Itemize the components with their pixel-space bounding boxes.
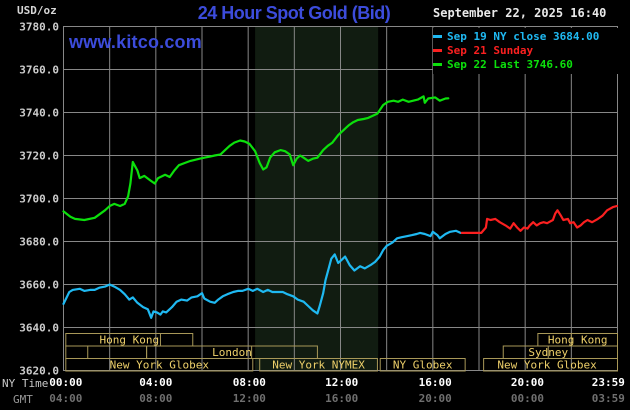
series-line-sep19: [62, 229, 462, 319]
legend-label-sep22: Sep 22 Last 3746.60: [447, 58, 573, 71]
y-tick-label: 3660.0: [19, 279, 59, 292]
legend-swatch-sep21: [433, 49, 442, 52]
y-tick-label: 3760.0: [19, 64, 59, 77]
x-tick-gmt-label: 00:00: [510, 392, 545, 405]
x-tick-gmt-label: 04:00: [49, 392, 83, 405]
series-line-sep21: [460, 204, 619, 234]
x-tick-ny-label: 00:00: [49, 376, 83, 389]
series-line-sep22: [62, 95, 450, 222]
units-label: USD/oz: [17, 4, 57, 17]
x-tick-ny-label: 16:00: [418, 376, 452, 389]
session-label: NY Globex: [393, 359, 453, 372]
session-label: New York Globex: [497, 359, 597, 372]
session-box: [379, 358, 466, 372]
gmt-axis-label: GMT: [13, 393, 33, 406]
x-tick-gmt-label: 16:00: [325, 392, 359, 405]
y-tick-label: 3780.0: [19, 21, 59, 34]
session-box: [65, 345, 148, 359]
x-tick-ny-label: 12:00: [325, 376, 359, 389]
legend-label-sep21: Sep 21 Sunday: [447, 44, 534, 57]
session-box: [65, 358, 254, 372]
x-tick-ny-label: 08:00: [232, 376, 266, 389]
x-tick-gmt-label: 08:00: [139, 392, 173, 405]
session-label: Hong Kong: [99, 334, 159, 347]
y-tick-label: 3620.0: [19, 365, 59, 378]
x-tick-ny-label: 04:00: [139, 376, 173, 389]
session-label: New York Globex: [110, 359, 210, 372]
y-tick-label: 3740.0: [19, 107, 59, 120]
legend-swatch-sep19: [433, 35, 442, 38]
chart-datetime: September 22, 2025 16:40: [433, 6, 607, 20]
y-tick-label: 3700.0: [19, 193, 59, 206]
session-label: Sydney: [528, 346, 568, 359]
session-label: New York NYMEX: [272, 359, 365, 372]
y-tick-label: 3640.0: [19, 322, 59, 335]
session-label: Hong Kong: [548, 334, 608, 347]
y-tick-label: 3680.0: [19, 236, 59, 249]
legend-item-sep19-close: Sep 19 NY close 3684.00: [433, 30, 618, 44]
session-label: London: [212, 346, 252, 359]
page-title: 24 Hour Spot Gold (Bid): [197, 3, 391, 23]
y-tick-label: 3720.0: [19, 150, 59, 163]
x-tick-ny-label: 20:00: [510, 376, 545, 389]
x-tick-gmt-label: 20:00: [418, 392, 452, 405]
session-box: [483, 358, 618, 372]
kitco-watermark-link[interactable]: www.kitco.com: [69, 32, 202, 52]
chart-legend: Sep 19 NY close 3684.00 Sep 21 Sunday Se…: [433, 27, 618, 74]
ny-time-axis-label: NY Time: [2, 377, 49, 390]
legend-swatch-sep22: [433, 63, 442, 66]
x-tick-gmt-label: 12:00: [232, 392, 266, 405]
x-tick-gmt-label: 03:59: [591, 392, 625, 405]
legend-item-sep22-last: Sep 22 Last 3746.60: [433, 58, 618, 72]
legend-label-sep19: Sep 19 NY close 3684.00: [447, 30, 600, 43]
x-tick-ny-label: 23:59: [591, 376, 625, 389]
legend-item-sep21-sunday: Sep 21 Sunday: [433, 44, 618, 58]
session-box: [259, 358, 378, 372]
